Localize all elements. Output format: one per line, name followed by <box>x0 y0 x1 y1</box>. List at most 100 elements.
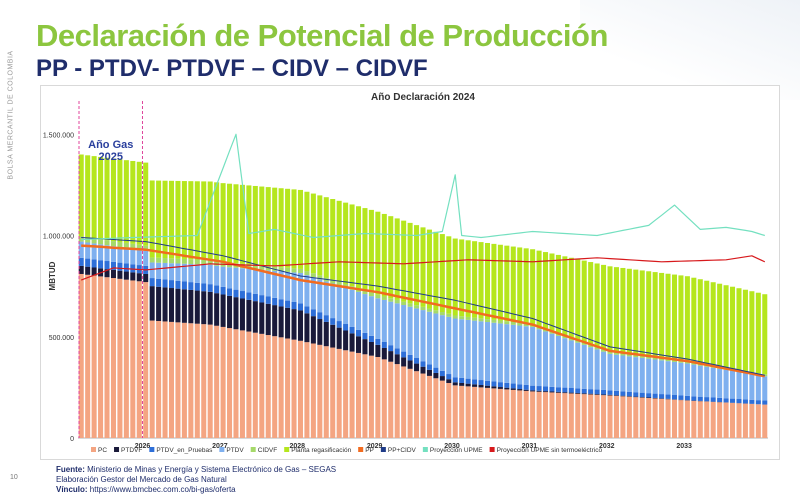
bar-cidvf <box>156 257 162 263</box>
bar-ptdv-en-pruebas <box>149 278 155 287</box>
bar-ptdvf <box>472 384 478 387</box>
bar-ptdv <box>723 369 729 399</box>
bar-cidvf <box>175 258 181 264</box>
bar-ptdvf <box>162 287 168 322</box>
bar-pc <box>459 385 465 438</box>
bar-ptdv-en-pruebas <box>697 396 703 401</box>
bar-planta-regasificaci-n <box>581 260 587 343</box>
bar-cidvf <box>207 260 213 265</box>
footer-link-url[interactable]: https://www.bmcbec.com.co/bi-gas/oferta <box>89 485 236 494</box>
bar-cidvf <box>304 271 310 276</box>
bar-pc <box>568 393 574 438</box>
bar-ptdv <box>762 376 768 401</box>
bar-pc <box>588 394 594 438</box>
bar-ptdvf <box>594 394 600 395</box>
bar-ptdv <box>555 335 561 388</box>
bar-ptdvf <box>156 286 162 321</box>
bar-ptdvf <box>639 397 645 398</box>
bar-ptdv-en-pruebas <box>736 399 742 404</box>
bar-planta-regasificaci-n <box>704 280 710 365</box>
legend-swatch-cidvf <box>250 447 256 452</box>
x-tick-label: 2028 <box>289 443 305 450</box>
bar-pc <box>671 399 678 438</box>
bar-ptdv-en-pruebas <box>723 398 729 403</box>
bar-planta-regasificaci-n <box>78 154 84 237</box>
bar-ptdvf <box>123 271 129 280</box>
bar-pc <box>665 399 671 438</box>
bar-ptdv-en-pruebas <box>426 364 432 370</box>
bar-pc <box>78 273 84 438</box>
bar-cidvf <box>136 244 142 250</box>
bar-ptdvf <box>401 357 407 367</box>
bar-planta-regasificaci-n <box>272 187 278 267</box>
bar-ptdv-en-pruebas <box>336 321 342 328</box>
bar-ptdvf <box>607 394 613 396</box>
bar-cidvf <box>149 257 155 263</box>
bar-cidvf <box>613 352 619 355</box>
bar-pc <box>626 396 632 438</box>
bar-ptdvf <box>381 347 387 360</box>
bar-planta-regasificaci-n <box>123 160 129 243</box>
bar-planta-regasificaci-n <box>130 160 136 244</box>
x-tick-label: 2032 <box>599 443 615 450</box>
bar-ptdv <box>381 299 387 342</box>
bar-ptdv <box>355 291 362 330</box>
bar-ptdvf <box>297 310 303 341</box>
bar-pc <box>497 388 503 438</box>
bar-planta-regasificaci-n <box>678 275 684 361</box>
bar-cidvf <box>588 344 594 348</box>
bar-ptdv <box>549 333 555 387</box>
bar-cidvf <box>330 279 336 284</box>
x-tick-label: 2029 <box>367 443 383 450</box>
bar-ptdv <box>259 269 265 296</box>
bar-pc <box>491 388 497 438</box>
bar-ptdv-en-pruebas <box>588 389 594 394</box>
bar-pc <box>620 396 626 438</box>
bar-ptdv <box>633 357 639 393</box>
footer-source-text: Ministerio de Minas y Energía y Sistema … <box>87 465 337 474</box>
bar-ptdv-en-pruebas <box>297 303 303 311</box>
bar-ptdv <box>646 358 652 394</box>
bar-ptdvf <box>613 395 619 396</box>
bar-ptdv-en-pruebas <box>665 394 671 399</box>
bar-planta-regasificaci-n <box>659 272 665 358</box>
bar-ptdvf <box>110 269 116 279</box>
bar-ptdv <box>368 296 374 336</box>
bar-planta-regasificaci-n <box>181 181 187 259</box>
bar-planta-regasificaci-n <box>601 264 607 350</box>
bar-ptdvf <box>259 302 265 334</box>
bar-ptdv-en-pruebas <box>543 386 549 392</box>
bar-ptdv <box>175 263 181 281</box>
bar-planta-regasificaci-n <box>98 156 104 240</box>
legend-swatch-proyecci-n-upme-sin-termoel-ctrico <box>489 447 495 452</box>
bar-ptdv-en-pruebas <box>130 264 136 273</box>
bar-planta-regasificaci-n <box>710 282 716 366</box>
footer-source: Fuente: Ministerio de Minas y Energía y … <box>56 465 336 475</box>
bar-cidvf <box>510 321 516 325</box>
bar-ptdvf <box>272 305 278 337</box>
bar-planta-regasificaci-n <box>543 252 549 329</box>
bar-ptdv <box>117 247 123 263</box>
bar-ptdvf <box>355 336 362 353</box>
bar-ptdv <box>588 347 594 390</box>
bar-ptdvf <box>394 354 400 365</box>
bar-pc <box>149 320 155 438</box>
bar-ptdv <box>246 268 252 293</box>
bar-planta-regasificaci-n <box>394 218 400 300</box>
bar-ptdv-en-pruebas <box>110 261 116 270</box>
bar-ptdv <box>601 351 607 390</box>
bar-planta-regasificaci-n <box>381 213 387 297</box>
bar-cidvf <box>246 264 252 269</box>
bar-planta-regasificaci-n <box>691 277 697 363</box>
bar-planta-regasificaci-n <box>465 240 471 317</box>
bar-ptdv <box>214 265 220 286</box>
bar-pc <box>252 332 258 438</box>
bar-ptdv-en-pruebas <box>755 400 761 405</box>
bar-pc <box>504 389 510 438</box>
bar-ptdv-en-pruebas <box>407 354 413 361</box>
bar-planta-regasificaci-n <box>143 162 149 246</box>
bar-ptdv <box>401 305 407 352</box>
bar-ptdv-en-pruebas <box>465 378 471 384</box>
bar-planta-regasificaci-n <box>265 187 271 267</box>
bar-ptdv-en-pruebas <box>446 374 452 380</box>
